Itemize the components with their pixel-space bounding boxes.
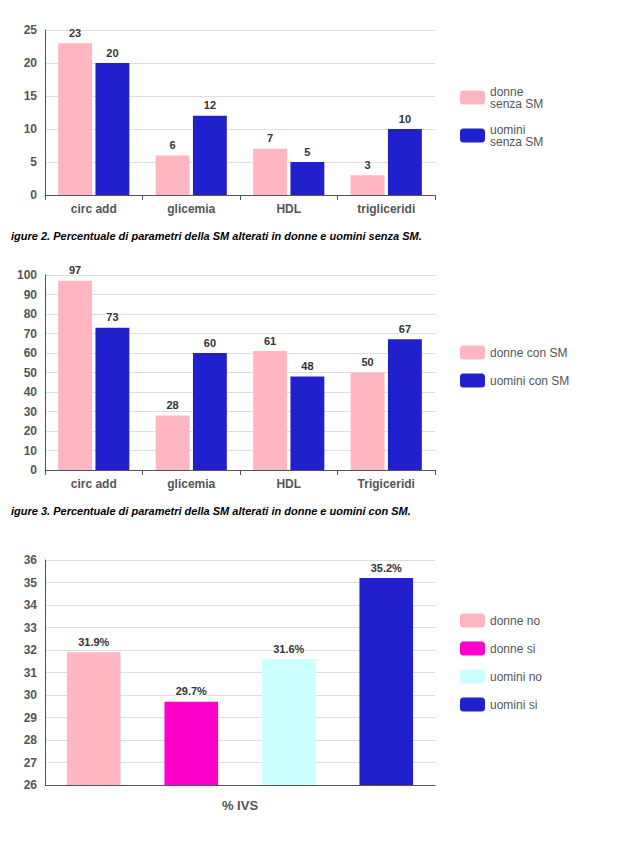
svg-text:0: 0: [30, 463, 37, 477]
svg-text:HDL: HDL: [276, 202, 301, 216]
svg-text:28: 28: [24, 733, 38, 747]
svg-text:20: 20: [24, 56, 38, 70]
svg-text:uomini si: uomini si: [490, 698, 537, 712]
svg-text:15: 15: [24, 89, 38, 103]
svg-text:trigliceridi: trigliceridi: [357, 202, 415, 216]
svg-text:26: 26: [24, 778, 38, 792]
svg-text:67: 67: [399, 323, 411, 335]
svg-text:23: 23: [69, 27, 81, 39]
svg-text:glicemia: glicemia: [167, 477, 215, 491]
svg-text:32: 32: [24, 643, 38, 657]
svg-text:igure 2. Percentuale di parame: igure 2. Percentuale di parametri della …: [11, 230, 422, 242]
svg-text:73: 73: [106, 311, 118, 323]
svg-text:31.9%: 31.9%: [78, 636, 109, 648]
svg-text:igure 3. Percentuale di parame: igure 3. Percentuale di parametri della …: [11, 505, 411, 517]
svg-text:20: 20: [24, 424, 38, 438]
svg-text:HDL: HDL: [276, 477, 301, 491]
svg-text:uomini con SM: uomini con SM: [490, 374, 569, 388]
svg-text:35.2%: 35.2%: [371, 562, 402, 574]
svg-text:circ add: circ add: [71, 202, 117, 216]
svg-text:glicemia: glicemia: [167, 202, 215, 216]
svg-text:48: 48: [301, 360, 313, 372]
svg-text:10: 10: [399, 113, 411, 125]
svg-text:60: 60: [204, 337, 216, 349]
svg-text:90: 90: [24, 288, 38, 302]
svg-text:35: 35: [24, 576, 38, 590]
svg-text:40: 40: [24, 385, 38, 399]
svg-text:34: 34: [24, 598, 38, 612]
svg-text:97: 97: [69, 264, 81, 276]
svg-text:10: 10: [24, 122, 38, 136]
svg-text:30: 30: [24, 405, 38, 419]
svg-text:25: 25: [24, 23, 38, 37]
svg-text:61: 61: [264, 335, 276, 347]
svg-text:% IVS: % IVS: [222, 798, 258, 813]
svg-text:0: 0: [30, 188, 37, 202]
svg-text:Trigiceridi: Trigiceridi: [358, 477, 415, 491]
svg-text:7: 7: [267, 132, 273, 144]
svg-text:12: 12: [204, 99, 216, 111]
svg-text:100: 100: [17, 268, 37, 282]
svg-text:27: 27: [24, 756, 38, 770]
svg-text:donne si: donne si: [490, 642, 535, 656]
svg-text:3: 3: [365, 159, 371, 171]
svg-text:6: 6: [170, 139, 176, 151]
svg-text:donne no: donne no: [490, 614, 540, 628]
svg-text:50: 50: [24, 366, 38, 380]
svg-text:31: 31: [24, 666, 38, 680]
svg-text:senza SM: senza SM: [490, 97, 543, 111]
svg-text:20: 20: [106, 47, 118, 59]
svg-text:5: 5: [30, 155, 37, 169]
svg-text:80: 80: [24, 307, 38, 321]
svg-text:50: 50: [361, 356, 373, 368]
svg-text:33: 33: [24, 621, 38, 635]
svg-text:circ add: circ add: [71, 477, 117, 491]
svg-text:donne: donne: [490, 84, 524, 99]
svg-text:60: 60: [24, 346, 38, 360]
svg-text:31.6%: 31.6%: [273, 643, 304, 655]
svg-text:36: 36: [24, 553, 38, 567]
svg-text:10: 10: [24, 444, 38, 458]
svg-text:29: 29: [24, 711, 38, 725]
svg-text:uomini no: uomini no: [490, 670, 542, 684]
svg-text:28: 28: [166, 399, 178, 411]
svg-text:senza SM: senza SM: [490, 135, 543, 149]
svg-text:uomini: uomini: [490, 122, 526, 137]
svg-text:donne con SM: donne con SM: [490, 346, 567, 360]
svg-text:5: 5: [304, 146, 310, 158]
svg-text:29.7%: 29.7%: [176, 685, 207, 697]
svg-text:70: 70: [24, 327, 38, 341]
svg-text:30: 30: [24, 688, 38, 702]
